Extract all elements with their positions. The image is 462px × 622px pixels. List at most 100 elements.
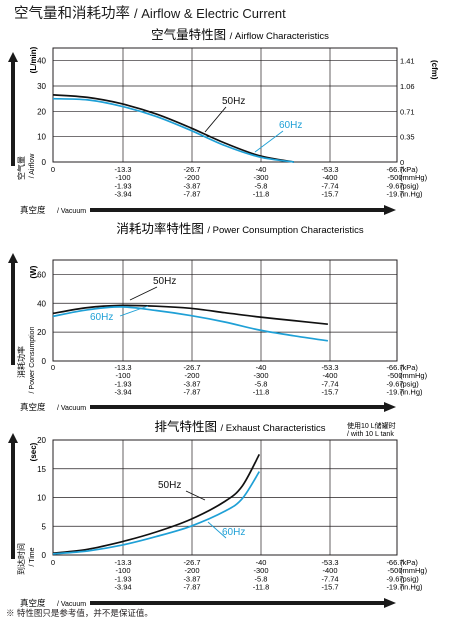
x-unit-label: (in.Hg) [400, 190, 423, 199]
series-line-50Hz [52, 304, 328, 326]
y-tick-label: 30 [37, 82, 46, 91]
x-label-en: / Vacuum [57, 405, 86, 412]
x-tick-label-inhg: -15.7 [321, 388, 338, 397]
x-label-cn: 真空度 [20, 402, 46, 412]
x-tick-label-inhg: -7.87 [183, 190, 200, 199]
tank-note-en: / with 10 L tank [347, 431, 394, 438]
chart-panel-3: 排气特性图 / Exhaust Characteristics 使用10 L储罐时… [8, 419, 428, 608]
x-tick-label-kpa: -66.7 [386, 165, 403, 174]
x-tick-label-kpa: -26.7 [183, 165, 200, 174]
y-tick-label: 0 [42, 158, 47, 167]
x-tick-label-mmhg: -400 [322, 566, 337, 575]
y-tick-label: 0 [42, 551, 47, 560]
x-tick-label-kpa: -66.7 [386, 363, 403, 372]
x-unit-label: (mmHg) [400, 566, 428, 575]
y-unit: (W) [29, 265, 38, 278]
x-tick-label-kpa: 0 [51, 165, 55, 174]
x-tick-label-mmhg: -300 [253, 371, 268, 380]
x-tick-label-inhg: -19.7 [386, 583, 403, 592]
series-label-60Hz: 60Hz [222, 527, 245, 538]
y-tick-label-right: 0.35 [400, 133, 415, 142]
x-label-cn: 真空度 [20, 598, 46, 608]
y-label-en: / Power Consumption [29, 326, 36, 393]
x-tick-label-psig: -7.74 [321, 181, 338, 190]
x-tick-label-inhg: -19.7 [386, 190, 403, 199]
y-tick-label: 20 [37, 328, 46, 337]
x-tick-label-inhg: -11.8 [253, 583, 270, 592]
x-tick-label-psig: -9.67 [386, 574, 403, 583]
x-label-en: / Vacuum [57, 601, 86, 608]
x-tick-label-mmhg: -200 [184, 173, 199, 182]
x-tick-label-psig: -3.87 [183, 181, 200, 190]
x-tick-label-psig: -9.67 [386, 379, 403, 388]
x-tick-label-kpa: -53.3 [321, 558, 338, 567]
x-label-en: / Vacuum [57, 208, 86, 215]
x-unit-label: (psig) [400, 379, 419, 388]
x-tick-label-mmhg: -100 [115, 371, 130, 380]
x-tick-label-psig: -5.8 [255, 181, 268, 190]
x-tick-label-mmhg: -500 [387, 566, 402, 575]
y-tick-label: 10 [37, 494, 46, 503]
series-label-60Hz: 60Hz [279, 120, 302, 131]
x-tick-label-inhg: -3.94 [114, 190, 131, 199]
series-leader-60Hz [254, 130, 284, 153]
y-label-cn: 消耗功率 [16, 346, 26, 378]
x-tick-label-kpa: -40 [256, 165, 267, 174]
series-label-60Hz: 60Hz [90, 312, 113, 323]
chart-panel-1: 空气量特性图 / Airflow Characteristics 0 10 20 30 4… [8, 27, 439, 215]
y-unit-right: (cfm) [430, 60, 439, 80]
y-tick-label: 40 [37, 57, 46, 66]
x-tick-label-mmhg: -400 [322, 371, 337, 380]
x-unit-label: (mmHg) [400, 173, 428, 182]
y-unit: (sec) [29, 442, 38, 461]
y-tick-label: 60 [37, 270, 46, 279]
x-tick-label-kpa: -66.7 [386, 558, 403, 567]
x-unit-label: (mmHg) [400, 371, 428, 380]
chart-title-cn: 排气特性图 [154, 419, 220, 434]
x-tick-label-psig: -1.93 [114, 574, 131, 583]
chart-title: 空气量特性图 / Airflow Characteristics [151, 27, 329, 42]
plot-frame [52, 439, 398, 556]
series-label-50Hz: 50Hz [222, 96, 245, 107]
y-tick-label: 10 [37, 133, 46, 142]
plot-frame [52, 259, 398, 362]
y-tick-label-right: 0 [400, 158, 404, 167]
x-unit-label: (kPa) [400, 363, 418, 372]
chart-title-en: / Airflow Characteristics [230, 31, 329, 42]
y-axis-arrow-head [8, 433, 18, 443]
x-tick-label-psig: -7.74 [321, 574, 338, 583]
x-tick-label-psig: -9.67 [386, 181, 403, 190]
y-label-cn: 空气量 [16, 156, 26, 180]
x-tick-label-kpa: 0 [51, 558, 55, 567]
y-tick-label: 20 [37, 436, 46, 445]
series-leader-50Hz [129, 286, 158, 301]
x-tick-label-kpa: -53.3 [321, 165, 338, 174]
chart-title-en: / Power Consumption Characteristics [207, 225, 364, 236]
x-tick-label-mmhg: -400 [322, 173, 337, 182]
x-tick-label-mmhg: -300 [253, 173, 268, 182]
x-tick-label-kpa: -40 [256, 558, 267, 567]
y-tick-label: 15 [37, 465, 46, 474]
x-unit-label: (kPa) [400, 165, 418, 174]
x-axis-arrow-head [384, 205, 396, 215]
chart-title-cn: 空气量特性图 [151, 27, 229, 42]
x-axis-arrow-head [384, 598, 396, 608]
x-tick-label-kpa: -26.7 [183, 363, 200, 372]
series-leader-60Hz [207, 521, 227, 539]
x-tick-label-kpa: -26.7 [183, 558, 200, 567]
x-tick-label-mmhg: -500 [387, 173, 402, 182]
page-title-en: / Airflow & Electric Current [134, 6, 286, 21]
x-tick-label-psig: -1.93 [114, 181, 131, 190]
y-tick-label: 40 [37, 299, 46, 308]
x-tick-label-psig: -3.87 [183, 574, 200, 583]
y-tick-label-right: 0.71 [400, 107, 415, 116]
x-tick-label-mmhg: -100 [115, 173, 130, 182]
x-tick-label-kpa: -40 [256, 363, 267, 372]
x-tick-label-inhg: -3.94 [114, 388, 131, 397]
x-tick-label-mmhg: -300 [253, 566, 268, 575]
series-leader-50Hz [185, 490, 206, 501]
y-label-en: / Airflow [29, 153, 36, 178]
y-axis-arrow-head [8, 253, 18, 263]
x-tick-label-psig: -1.93 [114, 379, 131, 388]
